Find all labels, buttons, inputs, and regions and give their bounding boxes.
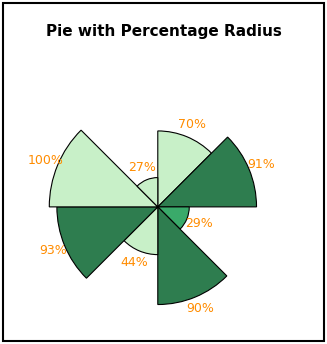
Wedge shape xyxy=(57,207,158,278)
Wedge shape xyxy=(49,130,158,207)
Wedge shape xyxy=(158,131,212,207)
Text: 27%: 27% xyxy=(128,161,156,174)
Text: 100%: 100% xyxy=(28,154,64,167)
Wedge shape xyxy=(124,207,158,255)
Text: 70%: 70% xyxy=(178,118,206,131)
Text: 90%: 90% xyxy=(186,302,214,315)
Text: 29%: 29% xyxy=(185,217,213,230)
Wedge shape xyxy=(158,137,256,207)
Wedge shape xyxy=(158,207,189,229)
Text: 91%: 91% xyxy=(247,158,275,171)
Wedge shape xyxy=(158,207,227,304)
Wedge shape xyxy=(137,178,158,207)
Text: 93%: 93% xyxy=(39,244,67,257)
Title: Pie with Percentage Radius: Pie with Percentage Radius xyxy=(45,24,282,39)
Text: 44%: 44% xyxy=(121,256,148,269)
